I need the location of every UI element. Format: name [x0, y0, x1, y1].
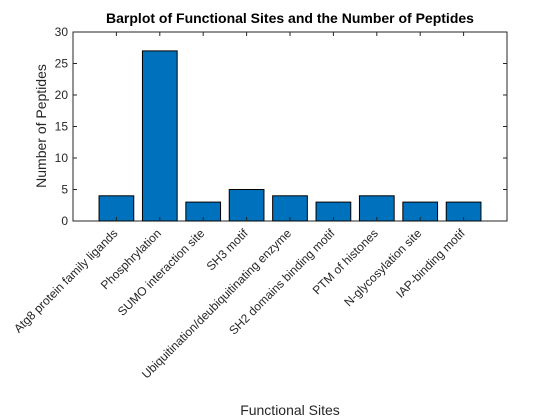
x-axis-label: Functional Sites — [240, 402, 340, 418]
bar-2 — [141, 50, 178, 222]
x-tick-label: SUMO interaction site — [115, 226, 208, 319]
bar-7 — [358, 195, 395, 222]
y-axis: 0 5 10 15 20 25 30 — [55, 25, 507, 228]
y-tick-label: 25 — [55, 57, 69, 71]
bars-group — [98, 50, 482, 222]
y-tick-label: 20 — [55, 88, 69, 102]
x-tick-label: N-glycosylation site — [341, 226, 424, 309]
bar-1 — [98, 195, 135, 222]
y-axis-label: Number of Peptides — [33, 64, 49, 188]
plot-frame — [72, 31, 508, 222]
y-tick-label: 5 — [61, 183, 68, 197]
y-tick-label: 0 — [61, 214, 68, 228]
y-tick-label: 15 — [55, 120, 69, 134]
y-tick-label: 30 — [55, 25, 69, 39]
bar-4 — [228, 189, 265, 222]
y-tick-label: 10 — [55, 151, 69, 165]
chart-title: Barplot of Functional Sites and the Numb… — [106, 10, 474, 26]
